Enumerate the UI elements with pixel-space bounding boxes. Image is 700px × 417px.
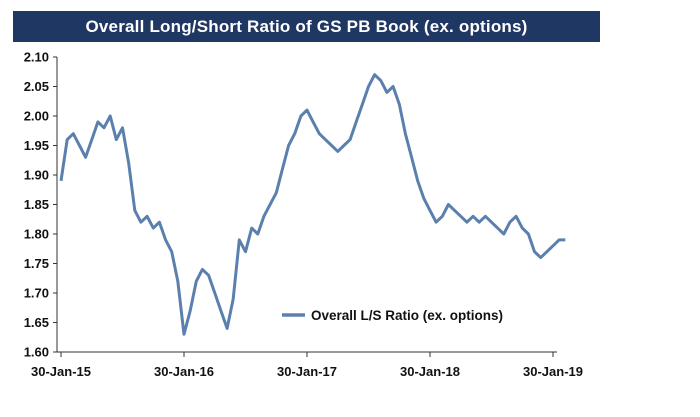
- y-tick-labels: 2.10 2.05 2.00 1.95 1.90 1.85 1.80 1.75 1.70 1.65…: [24, 50, 57, 360]
- chart-title: Overall Long/Short Ratio of GS PB Book (…: [13, 11, 600, 42]
- y-tick-label: 1.80: [24, 227, 49, 242]
- legend: Overall L/S Ratio (ex. options): [282, 308, 503, 323]
- series-group: [59, 73, 566, 336]
- y-tick-label: 1.60: [24, 345, 49, 360]
- legend-label: Overall L/S Ratio (ex. options): [311, 308, 503, 323]
- y-tick-label: 2.05: [24, 79, 49, 94]
- y-tick-label: 1.75: [24, 256, 49, 271]
- y-tick-label: 2.10: [24, 50, 49, 65]
- x-tick-labels: 30-Jan-15 30-Jan-16 30-Jan-17 30-Jan-18 30-J…: [31, 352, 583, 379]
- y-tick-label: 1.95: [24, 138, 49, 153]
- x-tick-label: 30-Jan-15: [31, 364, 91, 379]
- x-tick-label: 30-Jan-16: [154, 364, 214, 379]
- y-tick-label: 2.00: [24, 109, 49, 124]
- y-tick-label: 1.90: [24, 168, 49, 183]
- y-tick-label: 1.65: [24, 315, 49, 330]
- x-tick-label: 30-Jan-18: [400, 364, 460, 379]
- y-tick-label: 1.85: [24, 197, 49, 212]
- y-tick-label: 1.70: [24, 286, 49, 301]
- x-tick-label: 30-Jan-19: [523, 364, 583, 379]
- x-tick-label: 30-Jan-17: [277, 364, 337, 379]
- series-line-0: [59, 73, 566, 336]
